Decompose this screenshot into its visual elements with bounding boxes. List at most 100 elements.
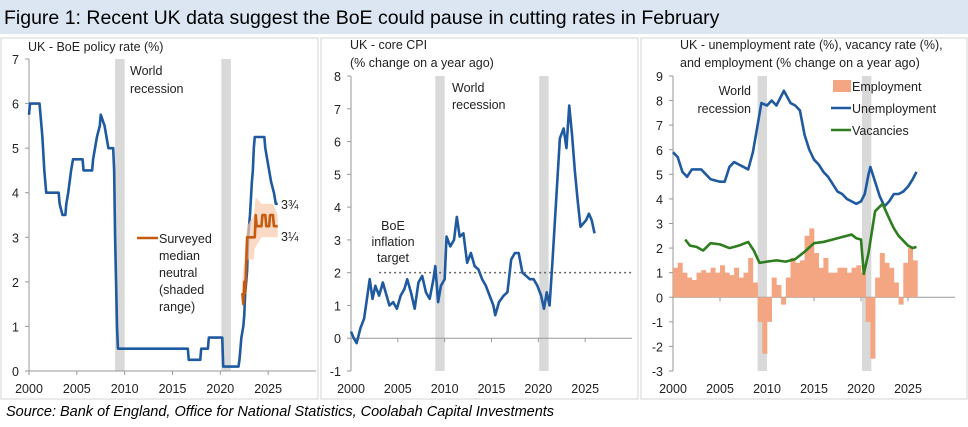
recession-band [861, 76, 872, 371]
inflation-target-label: BoE [381, 219, 405, 233]
legend-neutral-label: neutral [159, 266, 197, 280]
legend-neutral-label: range) [159, 300, 195, 314]
x-tick-label: 2020 [206, 382, 234, 396]
recession-band [221, 59, 231, 371]
figure-title: Figure 1: Recent UK data suggest the BoE… [4, 7, 720, 29]
inflation-target-label: inflation [371, 235, 414, 249]
chart-title: and employment (% change on a year ago) [680, 56, 920, 70]
y-tick-label: 6 [12, 98, 19, 112]
x-tick-label: 2025 [254, 382, 282, 396]
source-note: Source: Bank of England, Office for Nati… [6, 404, 555, 420]
employment-bar [696, 272, 702, 298]
employment-bar [710, 267, 716, 298]
y-tick-label: -3 [652, 365, 663, 379]
employment-bar [729, 275, 735, 298]
legend-neutral-label: Surveyed [159, 232, 212, 246]
x-tick-label: 2000 [337, 382, 365, 396]
x-tick-label: 2015 [800, 382, 828, 396]
legend-label-vacancies: Vacancies [852, 124, 909, 138]
chart-title: UK - core CPI [350, 38, 427, 52]
employment-bar [743, 272, 749, 298]
employment-bar [884, 262, 890, 298]
y-tick-label: 7 [656, 119, 663, 133]
employment-bar [720, 265, 725, 298]
recession-band [115, 59, 125, 371]
y-tick-label: 6 [334, 136, 341, 150]
recession-label: World [452, 81, 484, 95]
y-tick-label: 4 [334, 201, 341, 215]
employment-bar [790, 257, 796, 298]
recession-label: recession [698, 102, 752, 116]
y-tick-label: 3 [656, 218, 663, 232]
employment-bar [814, 253, 819, 298]
employment-bar [724, 272, 730, 298]
y-tick-label: 5 [656, 168, 663, 182]
employment-bar [856, 265, 862, 298]
x-tick-label: 2015 [159, 382, 187, 396]
x-tick-label: 2025 [894, 382, 922, 396]
employment-bar [785, 277, 791, 298]
y-tick-label: -2 [652, 340, 663, 354]
neutral-end-label: 3¼ [281, 230, 299, 244]
legend-label-unemployment: Unemployment [852, 102, 937, 116]
panel-frame [0, 37, 319, 400]
employment-bar [809, 228, 815, 298]
y-tick-label: 2 [334, 267, 341, 281]
x-tick-label: 2005 [706, 382, 734, 396]
employment-bar [734, 267, 740, 298]
employment-bar [889, 267, 895, 298]
x-tick-label: 2010 [111, 382, 139, 396]
employment-bar [691, 280, 697, 298]
employment-bar [842, 267, 848, 298]
legend-neutral-label: (shaded [159, 283, 204, 297]
series-policy-rate [27, 102, 278, 368]
y-tick-label: -1 [652, 316, 663, 330]
y-tick-label: 0 [12, 365, 19, 379]
employment-bar [898, 297, 904, 305]
employment-bar [908, 248, 913, 298]
y-tick-label: 0 [656, 291, 663, 305]
y-tick-label: 5 [12, 142, 19, 156]
employment-bar [705, 272, 711, 298]
x-tick-label: 2010 [753, 382, 781, 396]
y-tick-label: 2 [656, 242, 663, 256]
inflation-target-label: target [377, 251, 409, 265]
employment-bar [870, 297, 876, 359]
x-tick-label: 2000 [15, 382, 43, 396]
x-tick-label: 2015 [478, 382, 506, 396]
series-vacancies [684, 202, 917, 276]
recession-label: World [130, 64, 162, 78]
y-tick-label: -1 [330, 365, 341, 379]
recession-band [757, 76, 767, 371]
employment-bar [752, 282, 758, 298]
employment-bar [687, 277, 693, 298]
y-tick-label: 7 [334, 103, 341, 117]
employment-bar [879, 253, 885, 298]
employment-bar [865, 297, 871, 322]
policy-rate-end-label: 3¾ [281, 198, 299, 212]
y-tick-label: 3 [12, 231, 19, 245]
panel-frame [320, 37, 639, 400]
employment-bar [795, 262, 801, 298]
y-tick-label: 4 [12, 187, 19, 201]
y-tick-label: 3 [334, 234, 341, 248]
y-tick-label: 8 [334, 70, 341, 84]
recession-label: World [719, 84, 751, 98]
employment-bar [861, 272, 866, 298]
y-tick-label: 2 [12, 276, 19, 290]
employment-bar [767, 297, 772, 322]
x-tick-label: 2000 [659, 382, 687, 396]
y-tick-label: 1 [12, 320, 19, 334]
y-tick-label: 4 [656, 193, 663, 207]
x-tick-label: 2005 [63, 382, 91, 396]
employment-bar [673, 267, 678, 298]
recession-label: recession [452, 98, 506, 112]
panel-frame [640, 37, 968, 400]
employment-bar [799, 260, 805, 298]
employment-bar [837, 267, 843, 298]
employment-bar [677, 262, 683, 298]
employment-bar [828, 272, 834, 298]
series-unemployment [672, 89, 918, 208]
